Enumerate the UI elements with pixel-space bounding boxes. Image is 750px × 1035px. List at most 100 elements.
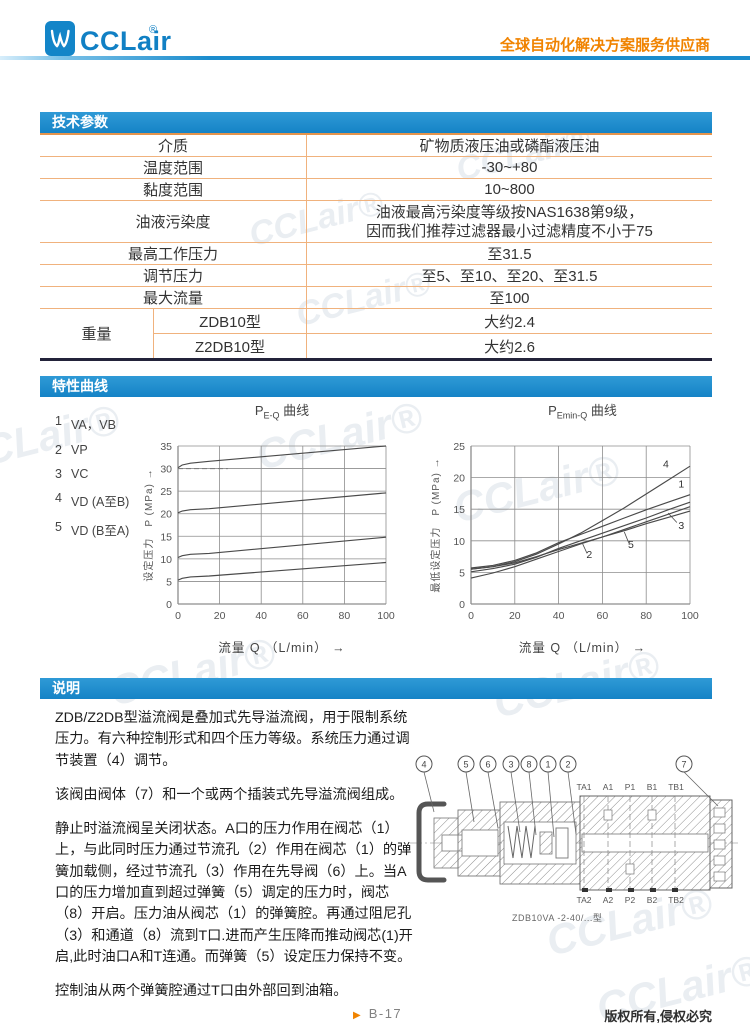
header-divider: [0, 56, 750, 60]
svg-text:10: 10: [453, 536, 465, 548]
callout-6: [479, 755, 497, 773]
svg-text:100: 100: [377, 610, 395, 622]
weight-value: 大约2.6: [484, 338, 535, 356]
port-label: P2: [625, 895, 636, 905]
callout-1: [539, 755, 557, 773]
valve-cross-section-diagram: 4 5 6 3 8 1 2 7 TA1 A1 P1 B1 TB1 TA2 A2 …: [410, 755, 738, 923]
port-label: TA1: [577, 782, 592, 792]
paragraph: 静止时溢流阀呈关闭状态。A口的压力作用在阀芯（1）上，与此同时压力通过节流孔（2…: [55, 821, 413, 965]
port-label: B2: [647, 895, 658, 905]
row-label: 调节压力: [40, 265, 307, 286]
legend-label: VC: [71, 467, 89, 481]
svg-text:15: 15: [453, 504, 465, 516]
svg-text:35: 35: [160, 441, 172, 453]
chart-xlabel: 流量 Q （L/min） →: [518, 641, 647, 655]
svg-text:100: 100: [681, 610, 699, 622]
legend-label: VA，VB: [71, 418, 116, 432]
row-value: 至5、至10、至20、至31.5: [421, 268, 598, 285]
chart-pe-q: PE-Q 曲线 0 20 40 60 80 100 0 5 10 15 20 25 30 35 设定压力 P…: [138, 400, 400, 656]
callout-num: 6: [485, 760, 490, 770]
row-label: 温度范围: [40, 157, 307, 178]
port-label: P1: [625, 782, 636, 792]
registered-mark: ®: [149, 24, 158, 36]
table-row: 温度范围 -30~+80: [40, 157, 712, 179]
chart-pemin-q: PEmin-Q 曲线 0 20 40 60 80 100 0 5 10 15 20 25 4 1 3 5 2 最低…: [425, 400, 710, 656]
legend-item: 1 VA，VB: [55, 414, 129, 433]
legend-item: 5 VD (B至A): [55, 520, 129, 539]
legend-label: VD (A至B): [71, 495, 130, 509]
legend-num: 2: [55, 443, 62, 457]
row-label: 黏度范围: [40, 179, 307, 200]
svg-text:60: 60: [297, 610, 309, 622]
callout-num: 1: [545, 760, 550, 770]
svg-text:40: 40: [553, 610, 565, 622]
legend-num: 4: [55, 491, 62, 505]
weight-type: Z2DB10型: [154, 334, 307, 358]
row-value: 油液最高污染度等级按NAS1638第9级， 因而我们推荐过滤器最小过滤精度不小于…: [307, 201, 712, 242]
adjustment-knob: [416, 801, 447, 883]
curve-setting-10: [177, 536, 387, 559]
table-row: 最高工作压力 至31.5: [40, 243, 712, 265]
svg-text:5: 5: [166, 576, 172, 588]
legend-item: 2 VP: [55, 443, 129, 457]
weight-subrow: Z2DB10型 大约2.6: [154, 334, 712, 358]
svg-text:2: 2: [586, 549, 592, 561]
svg-text:40: 40: [255, 610, 267, 622]
row-label: 油液污染度: [40, 201, 307, 242]
svg-text:0: 0: [175, 610, 181, 622]
row-value: -30~+80: [481, 159, 538, 176]
svg-text:0: 0: [166, 599, 172, 611]
chart-title: PEmin-Q 曲线: [548, 403, 617, 421]
svg-text:80: 80: [640, 610, 652, 622]
legend-label: VP: [71, 443, 88, 457]
table-row: 调节压力 至5、至10、至20、至31.5: [40, 265, 712, 287]
paragraph: 该阀由阀体（7）和一个或两个插装式先导溢流阀组成。: [55, 786, 404, 803]
port-label: B1: [647, 782, 658, 792]
svg-text:20: 20: [160, 509, 172, 521]
weight-subrow: ZDB10型 大约2.4: [154, 309, 712, 334]
curve-2: [470, 510, 691, 570]
weight-type: ZDB10型: [154, 309, 307, 333]
callout-num: 7: [681, 760, 686, 770]
header-tagline: 全球自动化解决方案服务供应商: [499, 37, 710, 54]
curve-setting-20: [177, 492, 387, 514]
svg-text:20: 20: [509, 610, 521, 622]
callout-num: 5: [463, 760, 468, 770]
callout-num: 3: [508, 760, 513, 770]
brand-text: CCLair: [80, 26, 172, 56]
chart-xlabel: 流量 Q （L/min） →: [218, 641, 346, 655]
callout-4: [415, 755, 433, 773]
cclair-logo-mark-icon: [50, 29, 70, 48]
svg-text:5: 5: [628, 539, 634, 551]
chart-title: PE-Q 曲线: [254, 403, 310, 421]
curve-5: [470, 506, 691, 579]
svg-text:4: 4: [663, 458, 669, 470]
legend-item: 3 VC: [55, 467, 129, 481]
port-label: A1: [603, 782, 614, 792]
port-label: TB1: [668, 782, 684, 792]
svg-text:80: 80: [339, 610, 351, 622]
callout-2: [559, 755, 577, 773]
copyright-notice: 版权所有,侵权必究: [604, 1009, 712, 1024]
port-label: TA2: [577, 895, 592, 905]
row-label: 介质: [40, 135, 307, 156]
legend-num: 3: [55, 467, 62, 481]
chart-svg: 0 20 40 60 80 100 0 5 10 15 20 25 41 3 5 2 最低设定压力 P (MPa…: [429, 441, 699, 622]
cclair-logo: [45, 21, 75, 56]
svg-text:0: 0: [468, 610, 474, 622]
row-value: 10~800: [484, 181, 535, 198]
callout-7: [675, 755, 693, 773]
svg-text:5: 5: [459, 567, 465, 579]
curve-legend: 1 VA，VB 2 VP 3 VC 4 VD (A至B) 5 VD (B至A): [55, 414, 129, 549]
weight-label: 重量: [40, 309, 154, 358]
legend-num: 5: [55, 520, 62, 534]
row-label: 最高工作压力: [40, 243, 307, 264]
legend-label: VD (B至A): [71, 524, 130, 538]
callout-num: 4: [421, 760, 426, 770]
svg-text:25: 25: [453, 441, 465, 453]
svg-text:20: 20: [453, 473, 465, 485]
svg-text:3: 3: [678, 520, 684, 532]
svg-text:60: 60: [597, 610, 609, 622]
callout-8: [520, 755, 538, 773]
callout-5: [457, 755, 475, 773]
